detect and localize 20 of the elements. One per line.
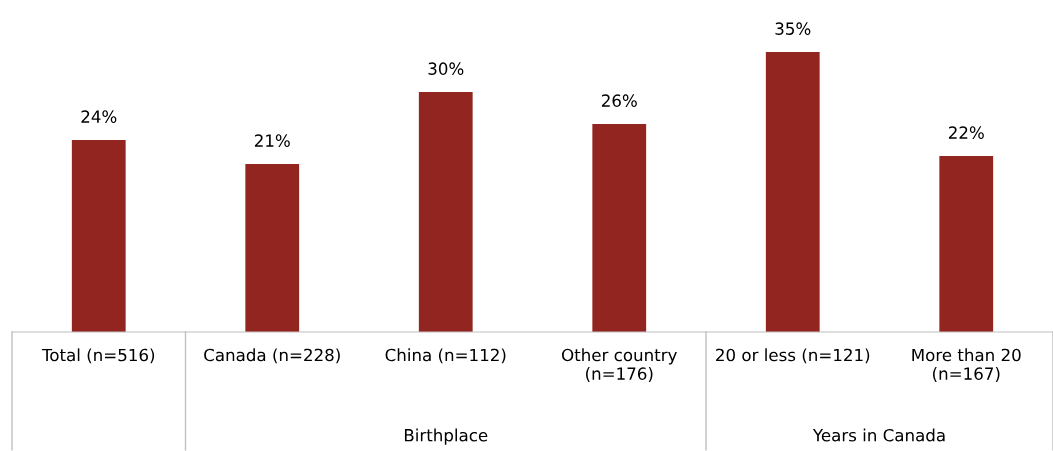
data-label: 26% xyxy=(601,94,637,107)
data-label: 30% xyxy=(428,62,464,75)
bar xyxy=(245,164,300,332)
text: Birthplace xyxy=(404,428,488,445)
x-tick-label: 20 or less (n=121) xyxy=(716,348,870,364)
data-label: 21% xyxy=(254,134,290,147)
bar xyxy=(939,156,994,332)
bar xyxy=(765,52,820,332)
x-tick-label: Total (n=516) xyxy=(41,348,155,364)
data-label: 22% xyxy=(948,126,984,139)
bar xyxy=(592,124,647,332)
x-tick-label: Other country (n=176) xyxy=(562,348,677,382)
data-label: 24% xyxy=(81,110,117,123)
bar xyxy=(71,140,126,332)
x-tick-label: More than 20 (n=167) xyxy=(912,348,1021,382)
text: Years in Canada xyxy=(812,428,945,442)
x-tick-label: China (n=112) xyxy=(385,348,506,364)
x-tick-label: Canada (n=228) xyxy=(204,348,340,364)
data-label: 35% xyxy=(775,22,811,35)
bar xyxy=(418,92,473,332)
